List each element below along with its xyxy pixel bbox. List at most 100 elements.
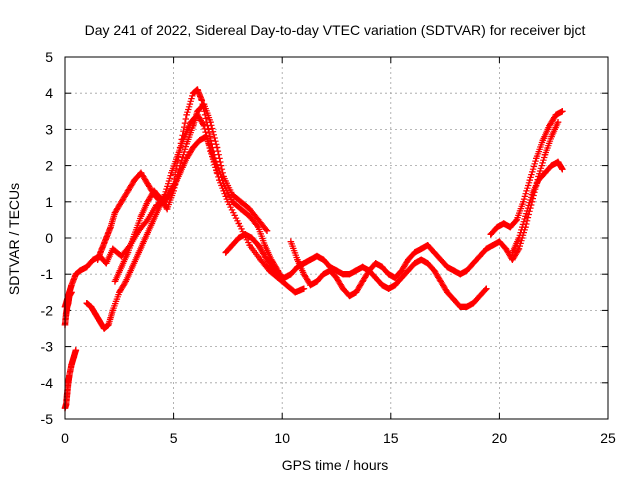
data-point (489, 242, 497, 249)
data-point (320, 256, 327, 263)
data-point (77, 267, 84, 274)
data-point (444, 289, 451, 296)
data-point (137, 169, 145, 177)
data-point (261, 252, 269, 260)
data-point (207, 118, 214, 126)
data-point (418, 256, 425, 263)
y-tick-label: -1 (41, 266, 54, 282)
data-point (200, 100, 208, 108)
data-point (92, 310, 99, 318)
x-tick-label: 15 (383, 430, 399, 446)
data-point (109, 245, 116, 253)
data-point (496, 238, 503, 245)
data-point (229, 242, 236, 249)
data-point (346, 271, 353, 278)
y-tick-label: 0 (45, 230, 53, 246)
series-track-2 (61, 347, 80, 412)
data-point (246, 242, 253, 249)
data-point (168, 169, 175, 177)
data-point (333, 267, 340, 274)
data-point (313, 252, 321, 260)
data-point (118, 198, 125, 205)
data-point (62, 401, 70, 408)
data-point (431, 249, 438, 256)
data-point (111, 209, 119, 216)
data-point (365, 267, 373, 274)
data-points (61, 86, 566, 412)
data-point (533, 155, 540, 162)
data-point (263, 227, 271, 234)
data-point (66, 372, 73, 379)
data-point (189, 144, 197, 151)
y-tick-label: -4 (41, 375, 54, 391)
series-track-9 (487, 108, 566, 238)
data-point (83, 263, 90, 271)
data-point (261, 242, 269, 249)
data-point (372, 274, 379, 282)
data-point (476, 252, 484, 260)
data-point (339, 285, 347, 292)
data-point (155, 205, 162, 213)
data-point (135, 249, 143, 256)
data-point (411, 249, 418, 256)
data-point (307, 281, 314, 289)
data-point (196, 137, 203, 144)
y-tick-label: -5 (41, 411, 54, 427)
data-point (535, 176, 542, 184)
data-point (552, 111, 560, 119)
data-point (150, 187, 158, 195)
data-point (339, 271, 347, 278)
data-point (346, 292, 353, 300)
data-point (157, 194, 164, 202)
data-point (281, 274, 288, 282)
data-point (352, 289, 360, 296)
data-point (198, 97, 206, 104)
data-point (235, 220, 242, 227)
data-point (237, 198, 245, 205)
data-point (209, 151, 216, 158)
data-point (437, 256, 444, 263)
data-point (200, 122, 208, 129)
data-point (68, 361, 75, 368)
data-point (65, 299, 72, 307)
data-point (137, 213, 145, 220)
data-point (411, 260, 418, 267)
data-point (509, 256, 516, 263)
data-point (431, 267, 438, 274)
data-point (216, 176, 223, 184)
data-point (255, 223, 262, 231)
data-point (213, 144, 221, 151)
data-point (307, 256, 314, 263)
x-tick-label: 25 (600, 430, 616, 446)
data-point (522, 213, 529, 220)
data-point (391, 274, 399, 282)
data-point (255, 216, 262, 224)
data-point (107, 223, 114, 231)
data-point (142, 234, 149, 242)
data-point (242, 231, 249, 238)
data-point (98, 245, 106, 253)
data-point (513, 216, 520, 224)
data-point (404, 256, 412, 263)
data-point (528, 191, 536, 198)
data-point (68, 289, 75, 296)
data-point (398, 267, 405, 274)
data-point (548, 162, 555, 169)
data-point (385, 271, 392, 278)
data-point (62, 310, 70, 318)
data-point (541, 151, 549, 158)
data-point (457, 303, 464, 310)
data-point (476, 292, 484, 300)
data-point (509, 249, 516, 256)
data-point (229, 191, 236, 198)
data-point (65, 379, 72, 386)
data-point (83, 299, 90, 307)
data-point (502, 245, 510, 253)
y-axis-label: SDTVAR / TECUs (6, 183, 22, 295)
data-point (333, 274, 340, 282)
data-point (554, 118, 562, 126)
data-point (372, 260, 379, 267)
data-point (176, 162, 184, 169)
data-point (418, 245, 425, 253)
